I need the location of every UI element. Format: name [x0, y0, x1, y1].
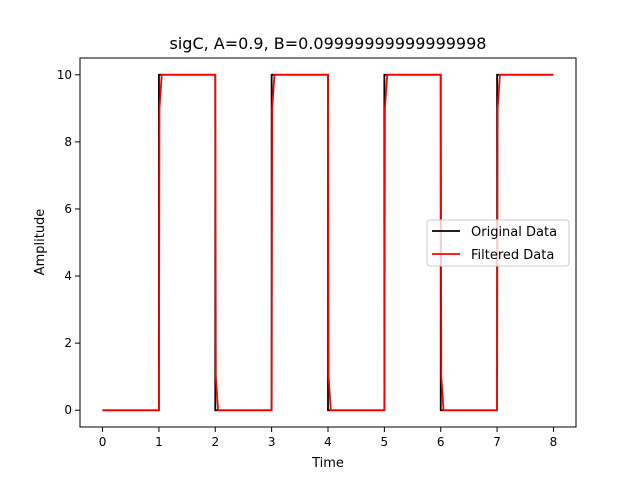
chart-title: sigC, A=0.9, B=0.09999999999999998 [170, 34, 487, 53]
y-tick-label: 2 [64, 336, 72, 350]
y-axis-ticks: 0 2 4 6 8 10 [57, 68, 80, 417]
x-axis-label: Time [311, 456, 344, 471]
x-axis-ticks: 0 1 2 3 4 5 6 7 8 [99, 427, 558, 449]
x-tick-label: 6 [437, 435, 445, 449]
legend-label-filtered: Filtered Data [471, 248, 554, 263]
y-tick-label: 6 [64, 202, 72, 216]
x-tick-label: 5 [381, 435, 389, 449]
plot-lines [102, 73, 554, 412]
x-tick-label: 0 [99, 435, 107, 449]
y-tick-label: 10 [57, 68, 72, 82]
y-tick-label: 4 [64, 269, 72, 283]
series-line-filtered [102, 73, 554, 412]
x-tick-label: 2 [211, 435, 219, 449]
x-tick-label: 7 [493, 435, 501, 449]
x-tick-label: 3 [268, 435, 276, 449]
y-axis-label: Amplitude [33, 209, 48, 276]
y-tick-label: 8 [64, 135, 72, 149]
x-tick-label: 8 [550, 435, 558, 449]
legend-label-original: Original Data [471, 225, 557, 240]
legend-box [426, 219, 570, 267]
y-tick-label: 0 [64, 403, 72, 417]
x-tick-label: 1 [155, 435, 163, 449]
x-tick-label: 4 [324, 435, 332, 449]
legend: Original Data Filtered Data [426, 219, 570, 267]
